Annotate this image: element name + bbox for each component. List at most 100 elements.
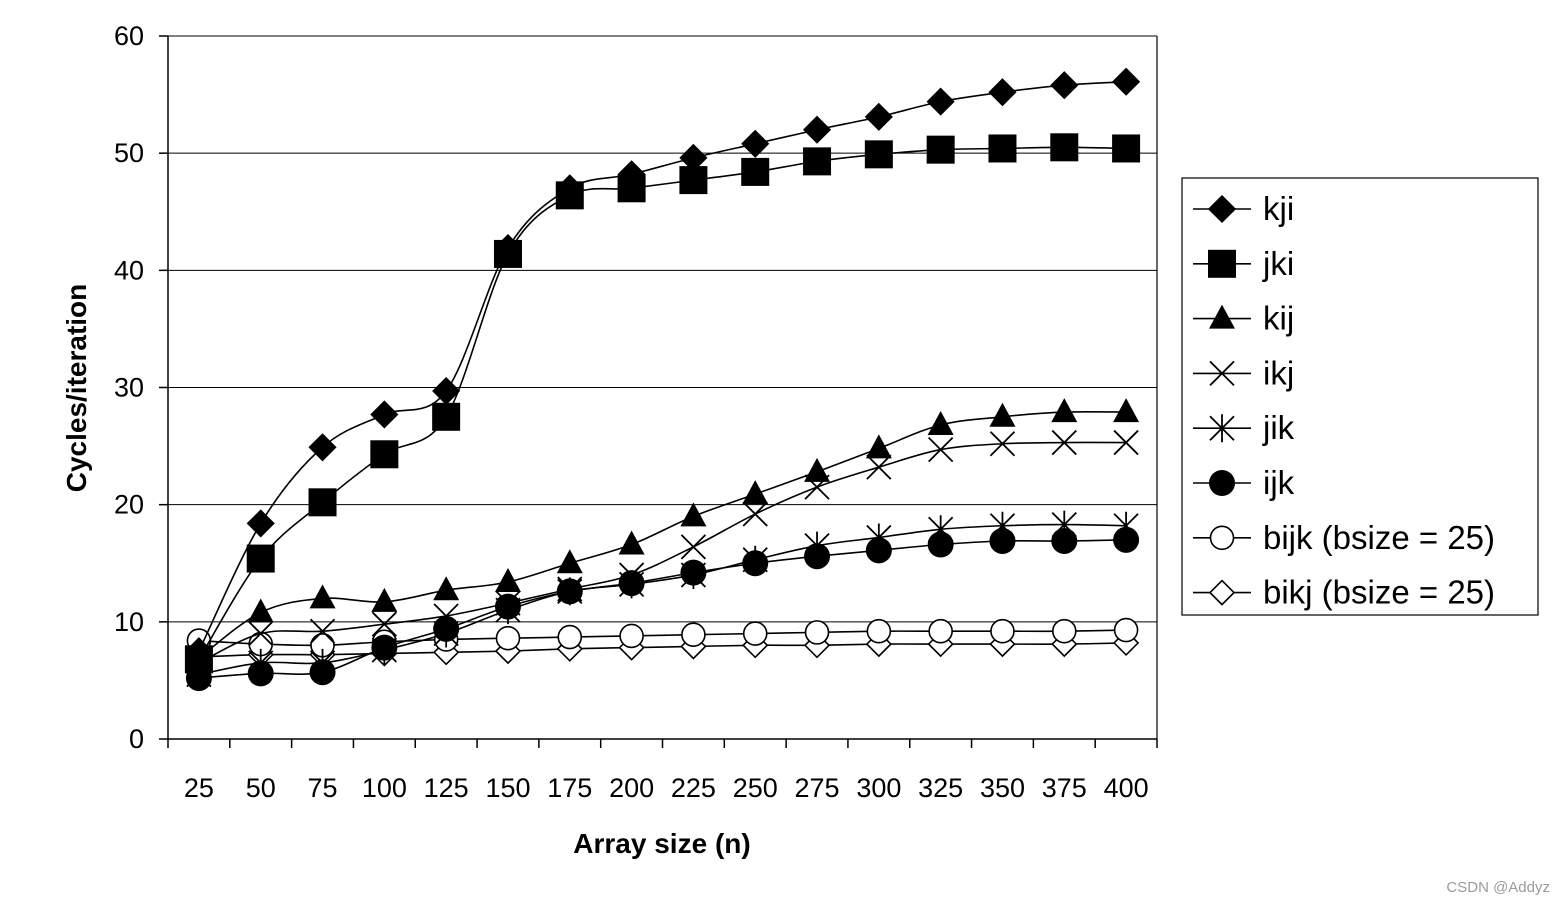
legend-marker	[1209, 414, 1235, 443]
data-point	[556, 549, 583, 574]
legend-label: bijk (bsize = 25)	[1263, 519, 1495, 556]
data-point	[741, 157, 770, 186]
series-ijk	[185, 526, 1140, 692]
data-point	[432, 402, 461, 431]
data-point	[247, 598, 274, 623]
data-point	[864, 140, 893, 169]
legend-item: bijk (bsize = 25)	[1193, 519, 1495, 556]
data-point	[742, 501, 768, 527]
data-point	[1113, 511, 1139, 540]
series-line	[198, 441, 1127, 664]
y-tick-label: 60	[114, 21, 144, 51]
legend: kji jki kij ikj jik ijk bijk (bsize = 25) bikj …	[1181, 177, 1539, 616]
data-point	[1112, 67, 1141, 96]
data-point	[433, 576, 460, 601]
data-point	[989, 511, 1016, 540]
y-tick-label: 0	[129, 724, 144, 754]
y-tick-label: 10	[114, 607, 144, 637]
data-point	[1050, 133, 1079, 162]
data-point	[804, 620, 830, 645]
data-point	[309, 648, 336, 677]
data-point	[248, 620, 274, 647]
data-point	[742, 480, 769, 505]
data-point	[989, 527, 1016, 554]
data-point	[989, 431, 1016, 457]
data-point	[1050, 71, 1079, 100]
legend-marker	[1209, 525, 1235, 551]
legend-label: kji	[1263, 190, 1294, 227]
legend-marker	[1209, 360, 1235, 387]
data-point	[927, 531, 954, 558]
data-point	[679, 143, 708, 172]
legend-item: jik	[1193, 409, 1295, 446]
data-point	[308, 488, 337, 517]
legend-label: kij	[1263, 300, 1294, 337]
x-tick-label: 175	[547, 773, 592, 803]
x-axis-label: Array size (n)	[573, 828, 750, 859]
x-tick-label: 350	[980, 773, 1025, 803]
data-point	[495, 596, 521, 625]
data-point	[804, 457, 831, 482]
series-kij	[185, 398, 1140, 669]
y-tick-label: 50	[114, 138, 144, 168]
data-point	[1112, 134, 1141, 163]
legend-label: bikj (bsize = 25)	[1263, 574, 1495, 611]
data-point	[1051, 429, 1077, 456]
x-tick-label: 150	[485, 773, 530, 803]
data-point	[742, 545, 768, 574]
data-point	[1051, 398, 1078, 423]
series-kji	[184, 67, 1141, 666]
series-line	[198, 629, 1127, 647]
legend-item: bikj (bsize = 25)	[1193, 574, 1495, 611]
series-jik	[186, 510, 1139, 689]
data-point	[246, 509, 275, 538]
x-tick-label: 200	[609, 773, 654, 803]
x-tick-label: 400	[1104, 773, 1149, 803]
data-point	[928, 618, 953, 644]
series-line	[198, 539, 1127, 679]
data-point	[680, 560, 707, 589]
y-axis-label: Cycles/iteration	[61, 284, 92, 493]
x-tick-label: 125	[424, 773, 469, 803]
data-point	[371, 587, 398, 612]
series-line	[198, 642, 1127, 658]
y-tick-label: 30	[114, 373, 144, 403]
data-point	[928, 515, 954, 544]
series-line	[198, 80, 1127, 652]
x-tick-label: 50	[246, 773, 276, 803]
data-point	[681, 622, 706, 648]
legend-label: ijk	[1263, 464, 1295, 501]
series-line	[198, 146, 1127, 660]
data-point	[927, 410, 954, 435]
watermark: CSDN @Addyz	[1446, 879, 1550, 896]
data-point	[802, 115, 832, 144]
data-point	[184, 637, 213, 666]
data-point	[495, 625, 521, 651]
data-point	[617, 160, 646, 189]
data-point	[926, 135, 955, 164]
data-point	[371, 611, 397, 637]
data-point	[866, 523, 892, 552]
x-tick-label: 300	[856, 773, 901, 803]
data-point	[928, 436, 954, 463]
data-point	[246, 544, 275, 573]
y-tick-label: 40	[114, 255, 144, 285]
data-point	[557, 624, 583, 650]
data-point	[494, 567, 521, 592]
data-point	[1051, 527, 1078, 554]
data-point	[619, 623, 644, 649]
data-point	[1113, 398, 1140, 423]
data-point	[989, 402, 1016, 427]
series-line	[198, 523, 1127, 676]
data-point	[555, 174, 584, 203]
series-jki	[184, 133, 1141, 674]
data-point	[866, 454, 892, 480]
data-point	[866, 618, 892, 644]
legend-marker	[1209, 304, 1235, 329]
legend-marker	[1208, 249, 1236, 278]
data-point	[680, 502, 707, 527]
x-tick-labels: 25 50 75 100 125 150 175 200 225 250 275 300 325 350 3…	[184, 773, 1149, 803]
legend-item: kij	[1193, 300, 1294, 337]
data-point	[1113, 617, 1139, 643]
